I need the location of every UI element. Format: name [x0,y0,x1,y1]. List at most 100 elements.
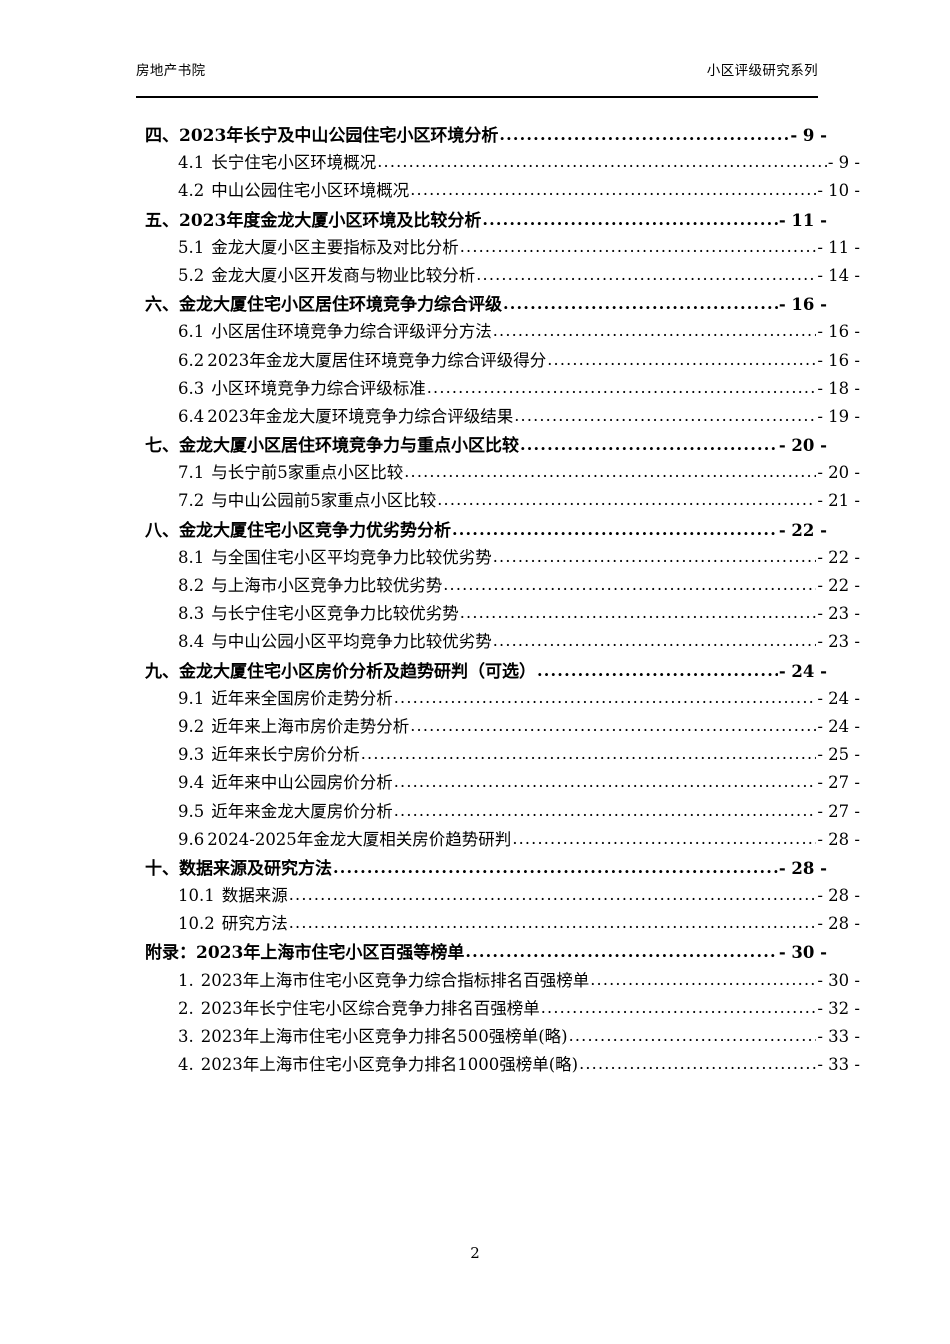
toc-entry-title: 小区居住环境竞争力综合评级评分方法 [211,322,492,342]
toc-entry-title: 2023年度金龙大厦小区环境及比较分析 [179,210,482,231]
toc-entry-page-number: - 11 - [778,210,827,230]
toc-entry-title: 金龙大厦小区主要指标及对比分析 [211,237,459,257]
toc-entry-number: 七、 [145,436,179,457]
toc-entry-title: 研究方法 [221,914,288,934]
toc-dot-leader [460,603,817,622]
toc-dot-leader [569,1026,817,1045]
toc-entry[interactable]: 4. 2023年上海市住宅小区竞争力排名1000强榜单(略) - 33 - [136,1051,860,1079]
toc-entry[interactable]: 10.1 数据来源 - 28 - [136,882,860,910]
toc-entry[interactable]: 附录：2023年上海市住宅小区百强等榜单 - 30 - [136,938,827,966]
toc-entry[interactable]: 五、2023年度金龙大厦小区环境及比较分析 - 11 - [136,206,827,234]
toc-dot-leader [361,744,817,763]
toc-entry[interactable]: 6.1 小区居住环境竞争力综合评级评分方法 - 16 - [136,318,860,346]
toc-entry[interactable]: 10.2 研究方法 - 28 - [136,910,860,938]
toc-entry-number: 8.3 [178,604,205,624]
toc-entry-title: 金龙大厦住宅小区竞争力优劣势分析 [179,520,451,541]
toc-entry[interactable]: 6.3 小区环境竞争力综合评级标准 - 18 - [136,375,860,403]
toc-entry-title: 近年来长宁房价分析 [211,745,360,765]
toc-entry-number: 八、 [145,520,179,541]
toc-entry[interactable]: 7.1 与长宁前5家重点小区比较 - 20 - [136,459,860,487]
toc-dot-leader [427,378,817,397]
toc-entry-title: 近年来上海市房价走势分析 [211,716,410,736]
toc-entry-title: 2023年金龙大厦居住环境竞争力综合评级得分 [207,350,547,370]
toc-dot-leader [590,970,816,989]
toc-dot-leader [289,913,817,932]
toc-entry[interactable]: 5.1 金龙大厦小区主要指标及对比分析 - 11 - [136,234,860,262]
toc-entry-number: 9.4 [178,773,205,793]
toc-entry-page-number: - 27 - [817,801,860,821]
toc-entry-page-number: - 19 - [817,406,860,426]
toc-entry-page-number: - 16 - [817,322,860,342]
toc-entry[interactable]: 十、数据来源及研究方法 - 28 - [136,854,827,882]
toc-entry-title: 2024-2025年金龙大厦相关房价趋势研判 [207,829,512,849]
toc-entry-number: 1. [178,970,194,990]
toc-entry-title: 金龙大厦小区居住环境竞争力与重点小区比较 [179,436,519,457]
toc-dot-leader [410,180,816,199]
toc-entry-page-number: - 23 - [817,632,860,652]
toc-entry-page-number: - 30 - [778,943,827,963]
toc-entry[interactable]: 四、2023年长宁及中山公园住宅小区环境分析 - 9 - [136,121,827,149]
toc-entry[interactable]: 七、金龙大厦小区居住环境竞争力与重点小区比较 - 20 - [136,431,827,459]
toc-entry[interactable]: 九、金龙大厦住宅小区房价分析及趋势研判（可选） - 24 - [136,657,827,685]
toc-entry-number: 4.2 [178,181,205,201]
toc-entry-number: 五、 [145,210,179,231]
toc-entry-number: 六、 [145,295,179,316]
toc-entry-number: 4.1 [178,153,205,173]
toc-entry-title: 与中山公园前5家重点小区比较 [211,491,437,511]
toc-entry-page-number: - 24 - [817,716,860,736]
toc-entry[interactable]: 8.1 与全国住宅小区平均竞争力比较优劣势 - 22 - [136,544,860,572]
page-footer: 2 [0,1244,950,1262]
toc-dot-leader [476,265,816,284]
toc-dot-leader [437,490,816,509]
toc-dot-leader [512,829,816,848]
toc-entry-page-number: - 20 - [778,436,827,456]
toc-entry-title: 中山公园住宅小区环境概况 [211,181,410,201]
toc-entry[interactable]: 9.3 近年来长宁房价分析 - 25 - [136,741,860,769]
toc-entry-number: 9.3 [178,745,205,765]
toc-entry-page-number: - 22 - [778,520,827,540]
toc-entry-title: 近年来全国房价走势分析 [211,688,393,708]
toc-entry[interactable]: 八、金龙大厦住宅小区竞争力优劣势分析 - 22 - [136,516,827,544]
toc-entry-title: 长宁住宅小区环境概况 [211,153,377,173]
header-left-text: 房地产书院 [136,63,206,79]
toc-entry[interactable]: 4.2 中山公园住宅小区环境概况 - 10 - [136,177,860,205]
toc-entry-number: 2. [178,998,194,1018]
toc-entry[interactable]: 7.2 与中山公园前5家重点小区比较 - 21 - [136,487,860,515]
toc-entry-number: 9.2 [178,716,205,736]
toc-entry-title: 小区环境竞争力综合评级标准 [211,378,426,398]
toc-dot-leader [452,520,778,539]
toc-entry-number: 8.1 [178,547,205,567]
toc-entry[interactable]: 5.2 金龙大厦小区开发商与物业比较分析 - 14 - [136,262,860,290]
toc-entry[interactable]: 8.3 与长宁住宅小区竞争力比较优劣势 - 23 - [136,600,860,628]
toc-entry-page-number: - 9 - [827,153,860,173]
page-number: 2 [470,1244,480,1262]
toc-entry-title: 2023年上海市住宅小区竞争力排名500强榜单(略) [200,1027,568,1046]
toc-entry[interactable]: 3. 2023年上海市住宅小区竞争力排名500强榜单(略) - 33 - [136,1023,860,1051]
toc-entry-number: 6.1 [178,322,205,342]
toc-entry-title: 近年来中山公园房价分析 [211,773,393,793]
toc-dot-leader [493,321,817,340]
toc-entry-page-number: - 14 - [817,265,860,285]
toc-entry-number: 6.3 [178,378,205,398]
toc-entry-page-number: - 21 - [817,491,860,511]
toc-entry[interactable]: 8.4 与中山公园小区平均竞争力比较优劣势 - 23 - [136,628,860,656]
table-of-contents: 四、2023年长宁及中山公园住宅小区环境分析 - 9 - 4.1 长宁住宅小区环境概况… [136,121,860,1079]
toc-entry[interactable]: 4.1 长宁住宅小区环境概况 - 9 - [136,149,860,177]
toc-entry[interactable]: 2. 2023年长宁住宅小区综合竞争力排名百强榜单 - 32 - [136,995,860,1023]
toc-entry[interactable]: 9.4 近年来中山公园房价分析 - 27 - [136,769,860,797]
toc-entry[interactable]: 9.5 近年来金龙大厦房价分析 - 27 - [136,798,860,826]
toc-entry-title: 与中山公园小区平均竞争力比较优劣势 [211,632,492,652]
toc-entry[interactable]: 9.1 近年来全国房价走势分析 - 24 - [136,685,860,713]
toc-entry[interactable]: 8.2 与上海市小区竞争力比较优劣势 - 22 - [136,572,860,600]
toc-entry-page-number: - 16 - [817,350,860,370]
toc-entry[interactable]: 六、金龙大厦住宅小区居住环境竞争力综合评级 - 16 - [136,290,827,318]
toc-entry-page-number: - 30 - [817,970,860,990]
toc-entry-page-number: - 11 - [817,237,860,257]
toc-entry[interactable]: 9.2 近年来上海市房价走势分析 - 24 - [136,713,860,741]
header-right-text: 小区评级研究系列 [706,63,818,79]
toc-entry[interactable]: 1. 2023年上海市住宅小区竞争力综合指标排名百强榜单 - 30 - [136,967,860,995]
